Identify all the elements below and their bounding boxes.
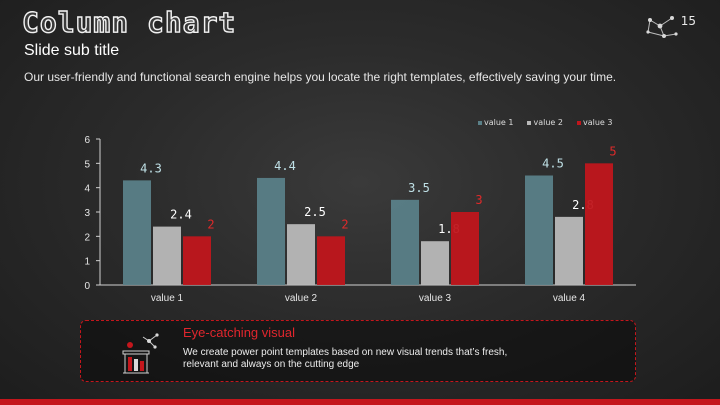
data-label: 3 bbox=[475, 193, 482, 207]
bar bbox=[287, 224, 315, 285]
data-label: 4.5 bbox=[542, 157, 564, 171]
y-tick-label: 0 bbox=[84, 281, 90, 292]
bar bbox=[317, 236, 345, 285]
bar bbox=[391, 199, 419, 285]
y-tick-label: 2 bbox=[84, 232, 90, 243]
data-label: 4.3 bbox=[140, 161, 162, 175]
legend-swatch bbox=[478, 120, 482, 125]
slide-subtitle: Slide sub title bbox=[24, 42, 120, 59]
page-number: 15 bbox=[680, 14, 696, 28]
x-tick-label: value 4 bbox=[553, 293, 586, 304]
slide-description: Our user-friendly and functional search … bbox=[24, 70, 617, 84]
bar bbox=[123, 180, 151, 285]
bar bbox=[257, 177, 285, 285]
y-tick-label: 1 bbox=[84, 257, 90, 268]
chart-legend: value 1 value 2 value 3 bbox=[478, 118, 612, 127]
bar bbox=[183, 236, 211, 285]
bar bbox=[153, 226, 181, 285]
legend-item: value 2 bbox=[527, 118, 563, 127]
legend-item: value 3 bbox=[576, 118, 613, 127]
bar bbox=[421, 241, 449, 285]
callout-title: Eye-catching visual bbox=[183, 325, 295, 340]
y-tick-label: 5 bbox=[84, 159, 90, 170]
bottom-accent-bar bbox=[0, 399, 720, 405]
legend-swatch bbox=[576, 120, 581, 125]
y-tick-label: 3 bbox=[84, 208, 90, 219]
legend-swatch bbox=[527, 120, 532, 125]
data-label: 2 bbox=[207, 217, 214, 231]
chalk-lab-icon bbox=[122, 333, 159, 374]
legend-label: value 3 bbox=[582, 118, 613, 127]
molecule-icon bbox=[646, 16, 678, 38]
callout-body: We create power point templates based on… bbox=[183, 347, 508, 370]
slide-title: Column chart bbox=[21, 5, 237, 39]
legend-label: value 2 bbox=[533, 118, 563, 127]
data-label: 2.5 bbox=[304, 205, 326, 219]
data-label: 4.4 bbox=[274, 159, 296, 173]
callout-box: Eye-catching visual We create power poin… bbox=[80, 320, 636, 382]
x-tick-label: value 1 bbox=[151, 293, 184, 304]
legend-label: value 1 bbox=[484, 118, 514, 127]
legend-item: value 1 bbox=[478, 118, 513, 127]
bar bbox=[525, 175, 553, 285]
data-label: 2.4 bbox=[170, 208, 192, 222]
data-label: 2 bbox=[341, 217, 348, 231]
y-tick-label: 6 bbox=[84, 135, 90, 146]
bar bbox=[585, 163, 613, 285]
bar bbox=[451, 212, 479, 285]
x-tick-label: value 2 bbox=[285, 293, 318, 304]
y-tick-label: 4 bbox=[84, 184, 90, 195]
x-tick-label: value 3 bbox=[419, 293, 452, 304]
data-label: 3.5 bbox=[408, 181, 430, 195]
data-label: 5 bbox=[609, 144, 616, 158]
bar bbox=[555, 216, 583, 285]
